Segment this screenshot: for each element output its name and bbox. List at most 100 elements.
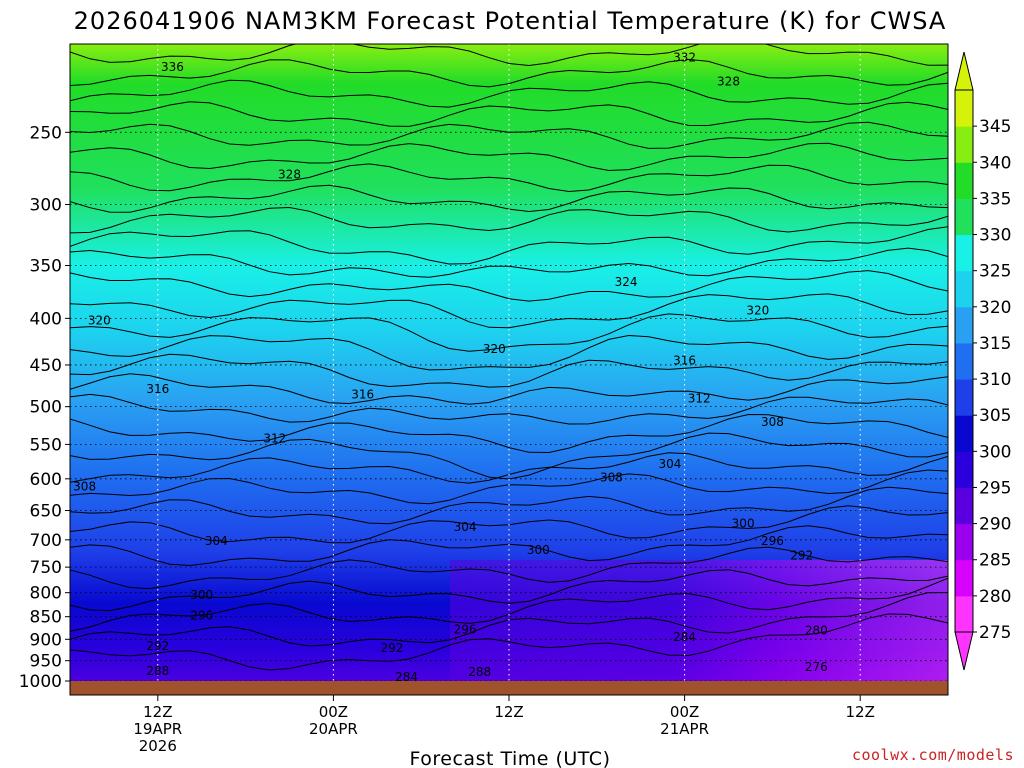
x-tick-label: 00Z xyxy=(670,703,699,721)
contour-label: 316 xyxy=(146,382,169,396)
credit-text: coolwx.com/models xyxy=(852,746,1014,764)
y-tick-label: 500 xyxy=(30,398,62,418)
contour-label: 320 xyxy=(746,303,769,317)
y-tick-label: 600 xyxy=(30,470,62,490)
contour-label: 296 xyxy=(190,609,213,623)
contour-line xyxy=(70,334,948,371)
chart-title: 2026041906 NAM3KM Forecast Potential Tem… xyxy=(74,7,947,35)
contour-label: 296 xyxy=(454,623,477,637)
contour-labels: 336 332 328 328 324 320 320 320 316 316 316 312 312 3… xyxy=(73,51,828,684)
colorbar-segment xyxy=(955,270,973,308)
colorbar-label: 295 xyxy=(979,478,1011,498)
contour-label: 292 xyxy=(790,548,813,562)
contour-label: 292 xyxy=(380,641,403,655)
contour-line xyxy=(70,58,948,88)
x-tick-label: 21APR xyxy=(660,720,709,738)
colorbar-segment xyxy=(955,306,973,344)
contour-line xyxy=(70,613,948,671)
y-tick-label: 750 xyxy=(30,558,62,578)
contour-label: 304 xyxy=(205,534,228,548)
y-tick-label: 700 xyxy=(30,531,62,551)
y-tick-label: 350 xyxy=(30,256,62,276)
colorbar-label: 275 xyxy=(979,623,1011,643)
contour-label: 332 xyxy=(673,51,696,65)
contour-label: 284 xyxy=(673,630,696,644)
y-tick-label: 400 xyxy=(30,309,62,329)
y-tick-label: 250 xyxy=(30,123,62,143)
colorbar-frame xyxy=(954,89,974,633)
contour-line xyxy=(70,101,948,127)
colorbar-segment xyxy=(955,379,973,416)
colorbar: 275 280 285 290 295 300 305 310 315 320 325 330 335 3… xyxy=(954,51,1011,671)
y-tick-label: 850 xyxy=(30,608,62,628)
contour-label: 308 xyxy=(761,415,784,429)
contour-label: 288 xyxy=(146,664,169,678)
colorbar-segment xyxy=(955,342,973,380)
contour-label: 276 xyxy=(805,660,828,674)
contour-line xyxy=(70,44,948,67)
plot-area: 336 332 328 328 324 320 320 320 316 316 316 312 312 3… xyxy=(70,44,948,695)
contour-line xyxy=(70,79,948,108)
contour-label: 292 xyxy=(146,639,169,653)
y-axis: 2503003504004505005506006507007508008509… xyxy=(19,123,70,692)
colorbar-label: 335 xyxy=(979,189,1011,209)
colorbar-segment xyxy=(955,198,973,236)
contour-label: 280 xyxy=(805,623,828,637)
contour-line xyxy=(70,247,948,278)
contour-label: 316 xyxy=(351,388,374,402)
contour-line xyxy=(70,413,948,454)
contour-line xyxy=(70,393,948,425)
contour-label: 308 xyxy=(73,480,96,494)
contour-line xyxy=(70,293,948,329)
colorbar-label: 290 xyxy=(979,515,1011,535)
colorbar-segment xyxy=(955,162,973,199)
contour-line xyxy=(70,270,948,302)
x-tick-label: 00Z xyxy=(319,703,348,721)
contour-label: 328 xyxy=(717,75,740,89)
contour-label: 316 xyxy=(673,354,696,368)
y-tick-label: 650 xyxy=(30,502,62,522)
colorbar-segment xyxy=(955,523,973,561)
contour-label: 312 xyxy=(263,432,286,446)
contour-label: 312 xyxy=(688,392,711,406)
x-tick-label: 20APR xyxy=(309,720,358,738)
colorbar-label: 315 xyxy=(979,334,1011,354)
y-tick-label: 450 xyxy=(30,356,62,376)
contour-label: 296 xyxy=(761,534,784,548)
y-tick-label: 300 xyxy=(30,195,62,215)
contour-line xyxy=(70,353,948,388)
y-tick-label: 900 xyxy=(30,630,62,650)
y-tick-label: 950 xyxy=(30,652,62,672)
colorbar-label: 305 xyxy=(979,406,1011,426)
contour-label: 284 xyxy=(395,670,418,684)
x-axis-label: Forecast Time (UTC) xyxy=(410,748,611,768)
x-tick-label: 12Z xyxy=(846,703,875,721)
contour-label: 304 xyxy=(454,520,477,534)
contour-label: 308 xyxy=(600,470,623,484)
colorbar-segment xyxy=(955,487,973,525)
contour-label: 300 xyxy=(732,517,755,531)
contour-line xyxy=(70,206,948,234)
y-tick-label: 800 xyxy=(30,584,62,604)
x-tick-label: 19APR xyxy=(133,720,182,738)
terrain-bar xyxy=(70,681,948,695)
contour-line xyxy=(70,373,948,405)
colorbar-segment xyxy=(955,90,973,127)
colorbar-label: 310 xyxy=(979,370,1011,390)
contour-label: 288 xyxy=(468,665,491,679)
contour-line xyxy=(70,121,948,149)
contour-label: 328 xyxy=(278,167,301,181)
y-tick-label: 550 xyxy=(30,435,62,455)
colorbar-segment xyxy=(955,126,973,163)
contour-label: 304 xyxy=(659,457,682,471)
colorbar-label: 330 xyxy=(979,226,1011,246)
colorbar-segment xyxy=(955,415,973,452)
contour-label: 320 xyxy=(483,342,506,356)
colorbar-label: 320 xyxy=(979,298,1011,318)
x-tick-label: 2026 xyxy=(139,737,177,755)
colorbar-segment xyxy=(955,234,973,272)
colorbar-label: 325 xyxy=(979,262,1011,282)
colorbar-segment xyxy=(955,451,973,488)
